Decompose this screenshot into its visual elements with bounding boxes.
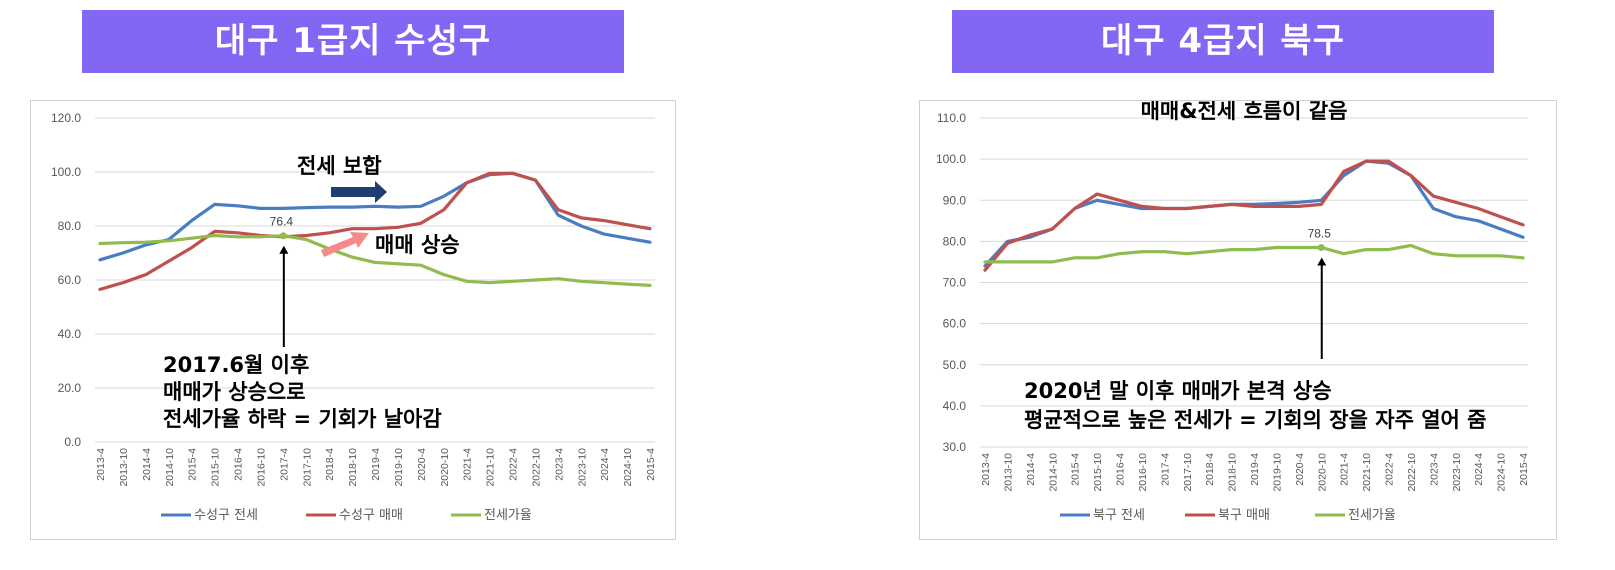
y-tick-label: 80.0 — [58, 219, 82, 233]
x-tick-label: 2021-4 — [1339, 453, 1351, 486]
x-tick-label: 2023-10 — [1451, 453, 1463, 492]
x-tick-label: 2015-10 — [1092, 453, 1104, 492]
y-tick-label: 50.0 — [943, 358, 967, 372]
annotation-note-line: 2017.6월 이후 — [163, 353, 309, 377]
legend-label: 북구 전세 — [1093, 508, 1145, 523]
x-tick-label: 2019-10 — [1271, 453, 1283, 492]
x-tick-label: 2023-4 — [553, 448, 565, 481]
x-tick-label: 2023-10 — [576, 448, 588, 487]
legend-label: 수성구 전세 — [194, 508, 258, 523]
x-tick-label: 2017-10 — [301, 448, 313, 487]
x-tick-label: 2013-4 — [980, 453, 992, 486]
x-tick-label: 2019-4 — [1249, 453, 1261, 486]
x-tick-label: 2015-4 — [187, 448, 199, 481]
annotation-note-line: 매매가 상승으로 — [163, 380, 306, 404]
y-tick-label: 60.0 — [943, 317, 967, 331]
legend-label: 전세가율 — [1348, 508, 1396, 523]
x-tick-label: 2017-4 — [1159, 453, 1171, 486]
x-tick-label: 2015-10 — [210, 448, 222, 487]
series-line — [98, 171, 652, 291]
right-banner: 대구 4급지 북구 — [952, 10, 1494, 73]
legend-label: 북구 매매 — [1218, 508, 1270, 523]
x-tick-label: 2013-10 — [118, 448, 130, 487]
x-tick-label: 2014-10 — [1047, 453, 1059, 492]
x-tick-label: 2020-10 — [439, 448, 451, 487]
x-tick-label: 2016-10 — [1137, 453, 1149, 492]
x-tick-label: 2021-4 — [462, 448, 474, 481]
x-tick-label: 2018-4 — [1204, 453, 1216, 486]
annotation-jeonse-flat: 전세 보합 — [297, 154, 382, 178]
y-tick-label: 30.0 — [943, 440, 967, 454]
chart-title: 매매&전세 흐름이 같음 — [1141, 101, 1348, 123]
annotation-note-line: 평균적으로 높은 전세가 = 기회의 장을 자주 열어 줌 — [1024, 408, 1486, 432]
series-line — [983, 159, 1525, 272]
arrow-up-icon — [1317, 257, 1327, 266]
series-line — [98, 233, 652, 287]
x-tick-label: 2018-10 — [1227, 453, 1239, 492]
series-line — [98, 171, 652, 262]
series-line — [983, 243, 1525, 264]
annotation-note-line: 전세가율 하락 = 기회가 날아감 — [163, 407, 442, 431]
left-chart-panel: 120.0 100.0 80.0 60.0 40.0 20.0 0.0 2013-4 2013-… — [30, 100, 676, 540]
x-tick-label: 2015-4 — [1518, 453, 1530, 486]
x-tick-label: 2020-10 — [1316, 453, 1328, 492]
x-tick-label: 2019-10 — [393, 448, 405, 487]
x-tick-label: 2024-10 — [622, 448, 634, 487]
x-tick-label: 2016-4 — [233, 448, 245, 481]
y-tick-label: 70.0 — [943, 276, 967, 290]
x-tick-label: 2018-4 — [324, 448, 336, 481]
y-tick-label: 40.0 — [58, 327, 82, 341]
y-tick-label: 110.0 — [937, 111, 966, 125]
y-tick-label: 0.0 — [64, 435, 81, 449]
left-banner: 대구 1급지 수성구 — [82, 10, 624, 73]
x-tick-label: 2015-4 — [1070, 453, 1082, 486]
legend-label: 수성구 매매 — [339, 508, 403, 523]
marker-value-label: 76.4 — [270, 215, 294, 229]
y-tick-label: 60.0 — [58, 273, 82, 287]
x-tick-label: 2020-4 — [416, 448, 428, 481]
arrow-right-icon — [321, 232, 369, 257]
y-tick-label: 100.0 — [51, 165, 81, 179]
x-tick-label: 2023-4 — [1428, 453, 1440, 486]
legend-label: 전세가율 — [484, 508, 532, 523]
x-tick-label: 2017-4 — [278, 448, 290, 481]
right-line-chart: 110.0 100.0 90.0 80.0 70.0 60.0 50.0 40.0 30.0 20… — [936, 101, 1530, 523]
x-tick-label: 2022-4 — [508, 448, 520, 481]
x-tick-label: 2018-10 — [347, 448, 359, 487]
y-tick-label: 40.0 — [943, 399, 967, 413]
left-line-chart: 120.0 100.0 80.0 60.0 40.0 20.0 0.0 2013-4 2013-… — [51, 111, 657, 523]
x-tick-label: 2015-4 — [645, 448, 657, 481]
x-tick-label: 2019-4 — [370, 448, 382, 481]
x-tick-label: 2022-10 — [1406, 453, 1418, 492]
x-tick-label: 2021-10 — [485, 448, 497, 487]
annotation-note-line: 2020년 말 이후 매매가 본격 상승 — [1024, 379, 1332, 403]
x-tick-label: 2016-10 — [255, 448, 267, 487]
x-tick-label: 2020-4 — [1294, 453, 1306, 486]
x-tick-label: 2024-10 — [1496, 453, 1508, 492]
arrow-up-icon — [279, 245, 289, 254]
x-tick-label: 2014-10 — [164, 448, 176, 487]
y-tick-label: 80.0 — [943, 234, 967, 248]
x-tick-label: 2014-4 — [1025, 453, 1037, 486]
y-tick-label: 90.0 — [943, 193, 967, 207]
marker-point — [1317, 244, 1325, 252]
x-tick-label: 2024-4 — [1473, 453, 1485, 486]
annotation-maemae-up: 매매 상승 — [375, 233, 460, 257]
x-tick-label: 2013-10 — [1002, 453, 1014, 492]
marker-value-label: 78.5 — [1308, 227, 1332, 241]
marker-point — [279, 232, 287, 240]
y-tick-label: 120.0 — [51, 111, 81, 125]
y-tick-label: 100.0 — [936, 152, 966, 166]
x-tick-label: 2024-4 — [599, 448, 611, 481]
right-chart-panel: 110.0 100.0 90.0 80.0 70.0 60.0 50.0 40.0 30.0 20… — [919, 100, 1557, 540]
x-tick-label: 2017-10 — [1182, 453, 1194, 492]
arrow-right-icon — [331, 181, 387, 203]
x-tick-label: 2016-4 — [1115, 453, 1127, 486]
x-tick-label: 2014-4 — [141, 448, 153, 481]
x-tick-label: 2022-4 — [1384, 453, 1396, 486]
x-tick-label: 2022-10 — [530, 448, 542, 487]
x-tick-label: 2021-10 — [1361, 453, 1373, 492]
x-tick-label: 2013-4 — [95, 448, 107, 481]
y-tick-label: 20.0 — [58, 381, 82, 395]
